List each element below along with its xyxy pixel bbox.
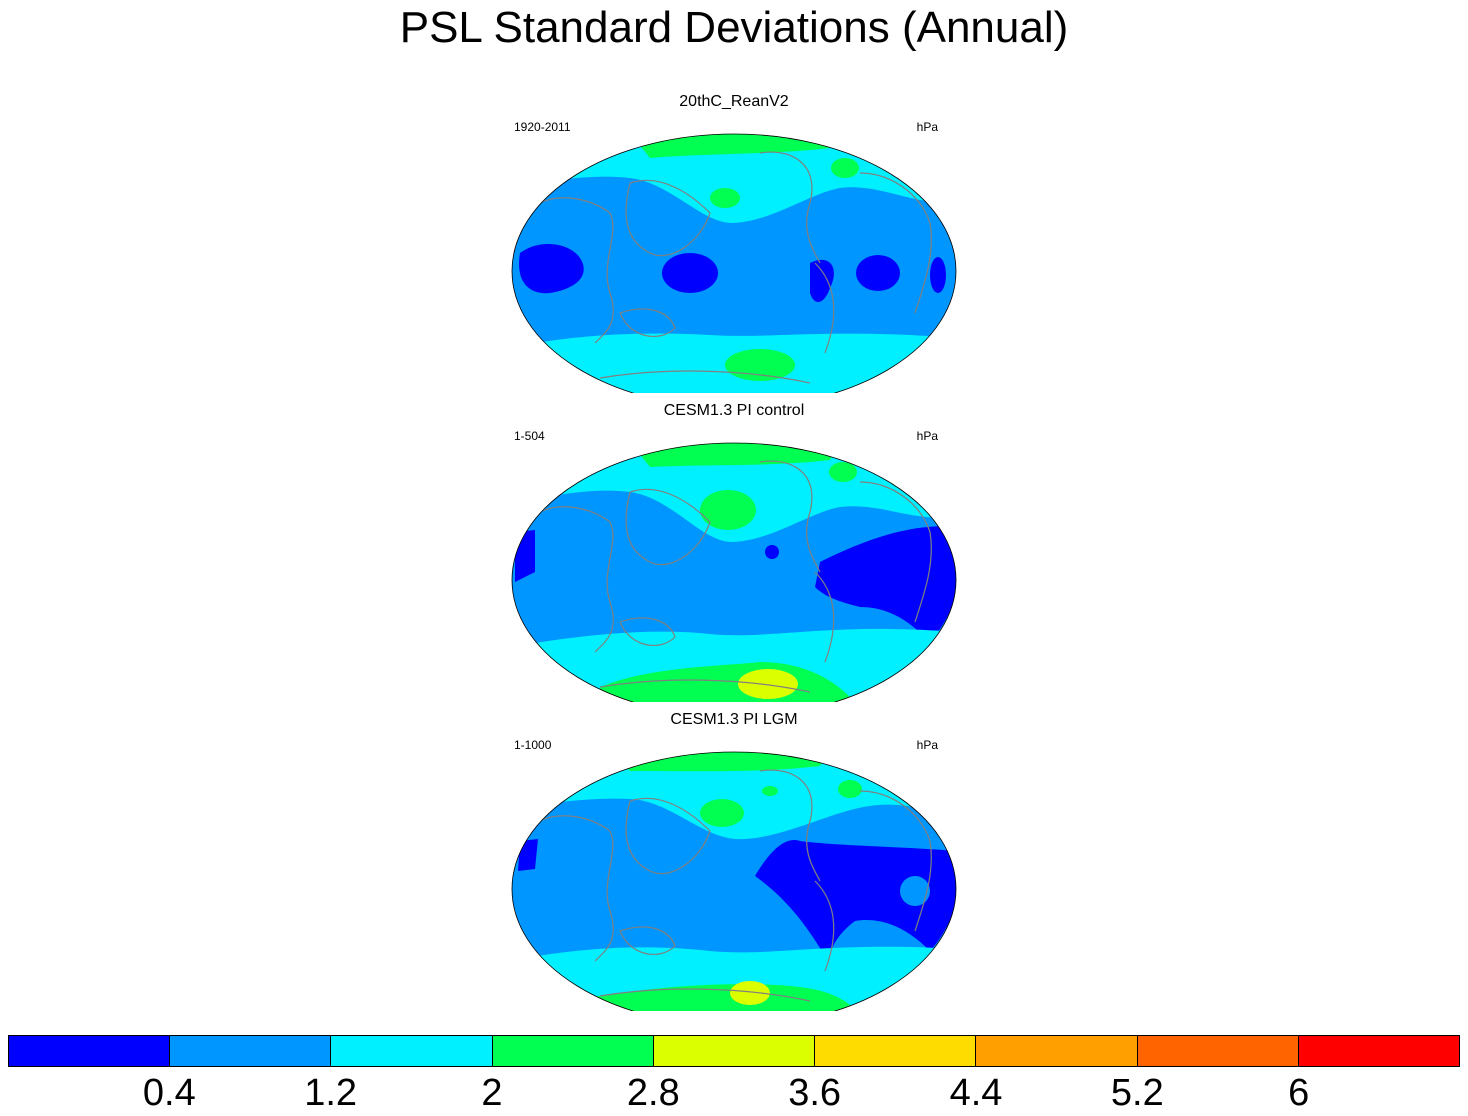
colorbar-tick-label: 6: [1288, 1072, 1310, 1114]
colorbar-segment: [976, 1036, 1138, 1066]
field-peak-south: [730, 981, 770, 1005]
colorbar-tick-label: 2: [481, 1072, 503, 1114]
colorbar-segment: [815, 1036, 977, 1066]
field-low-africa: [519, 243, 584, 294]
map-projection-2: [511, 442, 957, 702]
field-high-arctic: [610, 752, 830, 772]
map-outline: [511, 133, 957, 393]
map-outline: [511, 751, 957, 1011]
colorbar: [8, 1035, 1460, 1067]
field-low-pacific: [662, 253, 718, 293]
panel-period: 1-504: [514, 429, 545, 443]
field-high-arctic-2: [762, 786, 778, 796]
coastlines: [539, 460, 932, 693]
map-panel-1: 20thC_ReanV2 1920-2011 hPa: [510, 93, 958, 395]
colorbar-segment: [331, 1036, 493, 1066]
colorbar-tick-label: 4.4: [949, 1072, 1003, 1114]
field-low-east: [930, 257, 946, 293]
field-high-south: [725, 349, 795, 381]
coastlines: [539, 769, 932, 1002]
field-peak-south: [738, 669, 798, 699]
coastlines: [539, 151, 932, 384]
colorbar-tick-label: 5.2: [1110, 1072, 1164, 1114]
panel-units: hPa: [916, 120, 938, 134]
panel-units: hPa: [916, 429, 938, 443]
colorbar-segment: [9, 1036, 171, 1066]
panel-title: CESM1.3 PI control: [663, 402, 805, 419]
field-high-pacific: [700, 799, 744, 827]
field-high-pacific: [700, 490, 756, 530]
field-mid-north: [512, 134, 956, 223]
field-high-arctic: [630, 443, 840, 467]
field-low-america: [755, 840, 956, 961]
field-high-atlantic: [838, 780, 862, 798]
field-high-pacific: [710, 188, 740, 208]
panel-period: 1920-2011: [514, 120, 571, 134]
field-low-america: [810, 259, 834, 303]
colorbar-segment: [1298, 1036, 1459, 1066]
panel-title: 20thC_ReanV2: [679, 93, 789, 110]
map-panel-2: CESM1.3 PI control 1-504 hPa: [510, 402, 958, 704]
field-low-atlantic: [856, 255, 900, 291]
colorbar-segment: [170, 1036, 332, 1066]
figure-title: PSL Standard Deviations (Annual): [399, 3, 1069, 52]
field-base-patch: [900, 876, 930, 906]
colorbar-segment: [492, 1036, 654, 1066]
map-projection-3: [511, 751, 957, 1011]
field-low-africa: [518, 839, 538, 871]
map-outline: [511, 442, 957, 702]
panel-period: 1-1000: [514, 738, 552, 752]
colorbar-tick-label: 1.2: [304, 1072, 358, 1114]
panel-units: hPa: [916, 738, 938, 752]
colorbar-tick-label: 0.4: [142, 1072, 196, 1114]
field-high-atlantic: [831, 158, 859, 178]
field-low-america: [815, 526, 956, 642]
colorbar-segment: [1137, 1036, 1299, 1066]
map-panel-3: CESM1.3 PI LGM 1-1000 hPa: [510, 711, 958, 1013]
colorbar-tick-label: 3.6: [788, 1072, 842, 1114]
field-high-south: [570, 984, 860, 1011]
field-high-atlantic: [829, 462, 857, 482]
field-mid-north: [512, 752, 956, 840]
colorbar-segment: [653, 1036, 816, 1066]
colorbar-tick-label: 2.8: [626, 1072, 680, 1114]
field-low-pacific: [765, 545, 779, 559]
field-high-arctic: [630, 134, 840, 158]
panel-title: CESM1.3 PI LGM: [670, 711, 798, 728]
map-projection-1: [511, 133, 957, 393]
